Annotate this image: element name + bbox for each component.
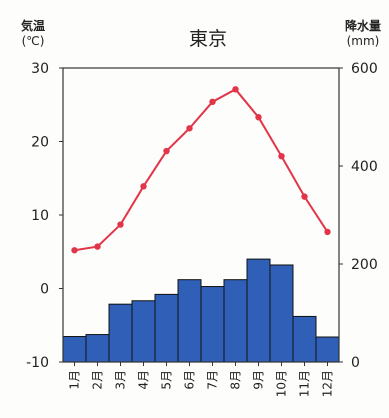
precipitation-bar bbox=[246, 258, 271, 363]
precipitation-bar bbox=[223, 279, 248, 363]
precipitation-bar bbox=[85, 334, 110, 363]
plot-frame bbox=[62, 67, 340, 363]
temperature-line bbox=[74, 88, 329, 252]
temperature-point bbox=[94, 243, 101, 250]
temperature-point bbox=[255, 114, 262, 121]
precipitation-bar bbox=[108, 303, 133, 363]
temperature-point bbox=[209, 98, 216, 106]
left-tick-label: 10 bbox=[31, 208, 49, 224]
month-label: 3月 bbox=[114, 370, 128, 390]
right-axis-unit: (mm) bbox=[347, 34, 380, 48]
left-tick-label: 0 bbox=[40, 282, 49, 298]
month-label: 2月 bbox=[91, 370, 105, 390]
left-tick-label: 20 bbox=[31, 135, 49, 151]
precipitation-bar bbox=[269, 264, 294, 363]
month-label: 5月 bbox=[160, 370, 174, 390]
right-tick-label: 0 bbox=[351, 355, 360, 371]
precipitation-bar bbox=[200, 286, 225, 363]
left-tick-label: -10 bbox=[26, 355, 49, 371]
month-label: 9月 bbox=[252, 370, 266, 390]
temperature-point bbox=[163, 147, 170, 155]
precipitation-bar bbox=[177, 279, 202, 363]
month-label: 8月 bbox=[229, 370, 243, 390]
left-axis-label: 気温 bbox=[21, 18, 45, 33]
precipitation-bar bbox=[62, 336, 87, 363]
right-tick-label: 200 bbox=[351, 257, 378, 273]
precipitation-bar bbox=[292, 315, 317, 363]
temperature-point bbox=[117, 221, 124, 228]
precipitation-bar bbox=[131, 300, 156, 363]
precipitation-bar bbox=[315, 336, 340, 363]
right-tick-label: 400 bbox=[351, 159, 378, 175]
month-label: 6月 bbox=[183, 370, 197, 390]
temperature-point bbox=[71, 247, 78, 254]
month-label: 1月 bbox=[68, 370, 82, 390]
temperature-point bbox=[301, 193, 308, 200]
precipitation-bar bbox=[154, 293, 179, 363]
month-label: 4月 bbox=[137, 370, 151, 390]
month-label: 11月 bbox=[298, 370, 312, 397]
right-tick-label: 600 bbox=[351, 61, 378, 77]
month-label: 10月 bbox=[275, 370, 289, 397]
temperature-point bbox=[324, 228, 331, 236]
month-label: 12月 bbox=[321, 370, 335, 397]
temperature-point bbox=[232, 86, 239, 93]
temperature-point bbox=[186, 125, 193, 132]
temperature-point bbox=[278, 153, 285, 160]
temperature-point bbox=[140, 183, 147, 190]
chart-title: 東京 bbox=[189, 28, 227, 50]
left-tick-label: 30 bbox=[31, 61, 49, 77]
right-axis-label: 降水量 bbox=[345, 18, 381, 33]
left-axis-unit: (℃) bbox=[22, 34, 45, 48]
month-label: 7月 bbox=[206, 370, 220, 390]
